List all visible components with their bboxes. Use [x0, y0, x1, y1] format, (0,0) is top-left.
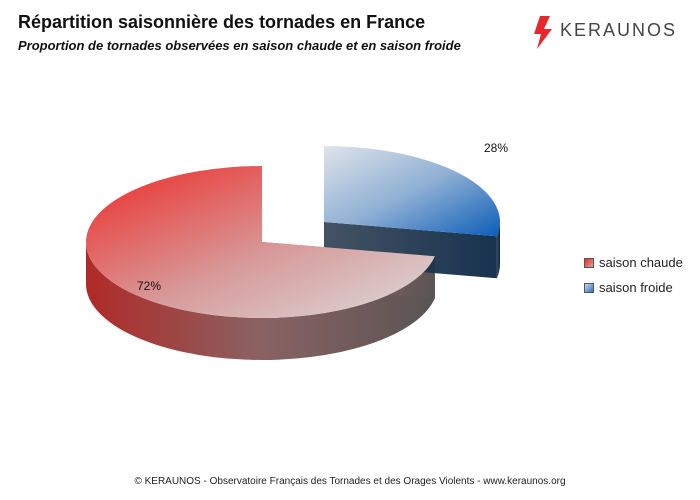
chart-title: Répartition saisonnière des tornades en …	[18, 12, 426, 32]
footer-copyright: © KERAUNOS - Observatoire Français des T…	[134, 476, 566, 487]
logo-text: KERAUNOS	[560, 20, 678, 40]
chart-legend: saison chaude saison froide	[584, 250, 683, 300]
pie-slice-saison-chaude	[85, 166, 435, 318]
legend-item-saison-chaude: saison chaude	[584, 250, 683, 275]
legend-item-saison-froide: saison froide	[584, 275, 683, 300]
legend-label-saison-chaude: saison chaude	[599, 255, 683, 270]
legend-swatch-saison-chaude	[584, 257, 594, 268]
legend-label-saison-froide: saison froide	[599, 280, 673, 295]
pie-side-1	[496, 222, 500, 279]
lightning-bolt-icon	[534, 16, 552, 49]
chart-subtitle: Proportion de tornades observées en sais…	[18, 38, 461, 53]
pie-slice-saison-froide	[324, 146, 500, 237]
pie-side-0	[85, 242, 435, 360]
pie-label-0: 72%	[137, 279, 161, 293]
keraunos-logo: KERAUNOS	[530, 14, 690, 50]
pie-label-1: 28%	[484, 141, 508, 155]
legend-swatch-saison-froide	[584, 282, 594, 293]
